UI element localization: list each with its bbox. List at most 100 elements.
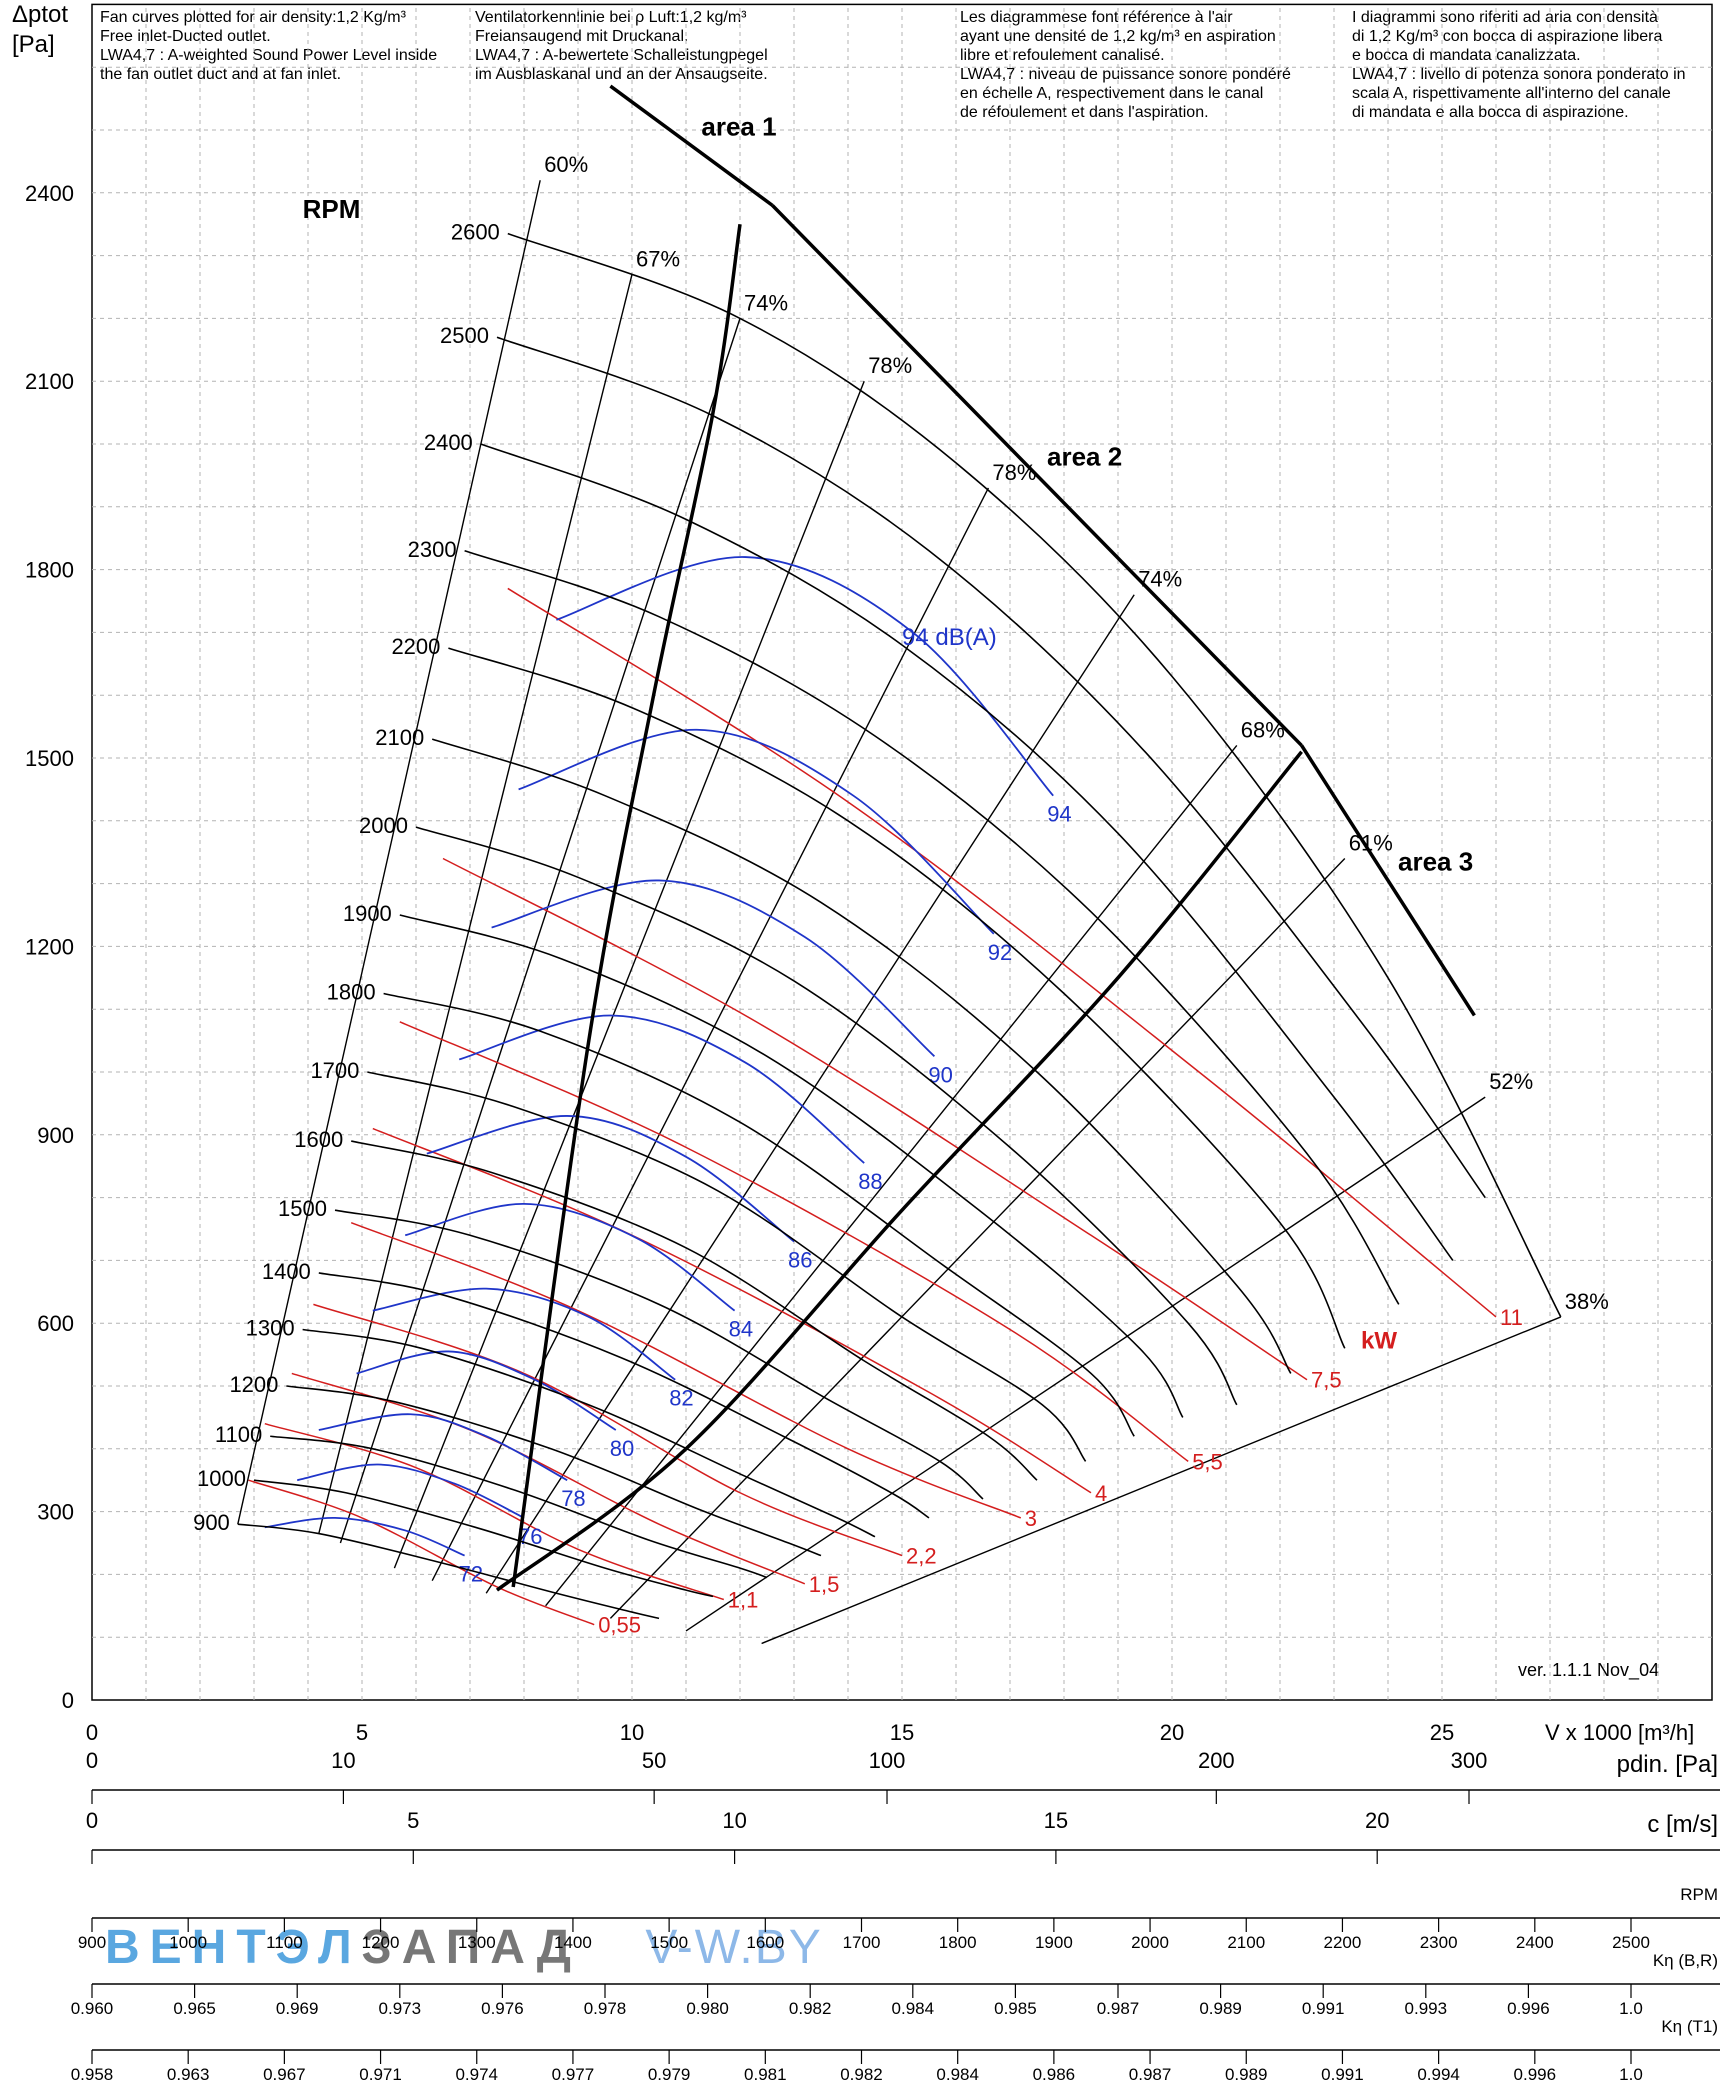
scale-tick-label: 100 [869,1748,906,1773]
scale-tick-label: 900 [78,1933,106,1952]
efficiency-label: 52% [1489,1069,1533,1094]
speed-curve [431,738,1292,1374]
power-label: 1,5 [809,1572,840,1597]
sound-level-label: 86 [788,1248,812,1273]
scale-tick-label: 5 [407,1808,419,1833]
x-tick-label: 10 [620,1720,644,1745]
sound-level-curve [491,879,936,1057]
scale-tick-label: 0.991 [1321,2065,1364,2082]
scale-tick-label: 1700 [843,1933,881,1952]
speed-label: 2200 [391,634,440,659]
scale-tick-label: 2400 [1516,1933,1554,1952]
speed-curve [448,647,1346,1349]
x-tick-label: 15 [890,1720,914,1745]
scale-tick-label: 1600 [746,1933,784,1952]
scale-tick-label: 0.985 [994,1999,1037,2018]
scale-label: Kη (T1) [1661,2017,1718,2036]
efficiency-line [237,180,541,1525]
scale-tick-label: 0.993 [1405,1999,1448,2018]
power-curve [248,1479,595,1626]
speed-curve [302,1328,876,1538]
header-note-it: I diagrammi sono riferiti ad aria con de… [1352,9,1686,121]
speed-curve [367,1071,1087,1462]
scale-label: Kη (B,R) [1653,1951,1718,1970]
sound-level-curve [297,1463,525,1519]
y-tick-label: 900 [37,1123,74,1148]
sound-level-label: 72 [459,1562,483,1587]
scale-tick-label: 1100 [266,1933,303,1952]
scale-tick-label: 0.974 [455,2065,498,2082]
area-label: area 2 [1047,441,1122,471]
scale-tick-label: 1.0 [1619,1999,1643,2018]
scale-label: RPM [1680,1885,1718,1904]
speed-label: 1400 [262,1259,311,1284]
power-curve [372,1127,1092,1494]
y-tick-label: 1500 [25,746,74,771]
speed-label: 2300 [408,537,457,562]
scale-tick-label: 0.994 [1417,2065,1460,2082]
scale-tick-label: 10 [331,1748,355,1773]
scale-tick-label: 0.973 [379,1999,422,2018]
area-arc-segment [609,84,774,207]
y-tick-label: 600 [37,1311,74,1336]
speed-curve [464,550,1400,1305]
sound-level-curve [372,1287,676,1381]
header-note-fr: Les diagrammese font référence à l'air a… [960,9,1291,121]
power-label: 7,5 [1311,1368,1342,1393]
watermark-part3: V-W.BY [645,1921,823,1974]
scale-tick-label: 20 [1365,1808,1389,1833]
speed-label: 2400 [424,430,473,455]
speed-label: 1700 [310,1058,359,1083]
speed-label: 2600 [451,220,500,245]
scale-tick-label: 0.969 [276,1999,319,2018]
y-tick-label: 1800 [25,558,74,583]
speed-curve [286,1385,822,1557]
speed-label: 1600 [294,1127,343,1152]
y-tick-label: 300 [37,1500,74,1525]
area-arc-segment [771,204,1303,747]
sound-level-curve [318,1413,568,1481]
scale-tick-label: 0.996 [1507,1999,1550,2018]
sound-level-curve [458,1014,865,1164]
efficiency-line [545,745,1238,1607]
y-tick-label: 2100 [25,369,74,394]
scale-tick-label: 0.981 [744,2065,787,2082]
efficiency-label: 78% [868,353,912,378]
x-tick-label: 20 [1160,1720,1184,1745]
scale-tick-label: 0.987 [1129,2065,1172,2082]
efficiency-line [761,1316,1562,1645]
scale-tick-label: 1200 [362,1933,400,1952]
area-boundary [495,750,1303,1592]
speed-curve [399,914,1184,1418]
scale-tick-label: 2000 [1131,1933,1169,1952]
x-tick-label: 5 [356,1720,368,1745]
speed-label: 2000 [359,813,408,838]
scale-tick-label: 0.979 [648,2065,691,2082]
sound-level-curve [404,1202,736,1312]
sound-level-curve [518,728,995,935]
power-label: 4 [1095,1481,1107,1506]
scale-tick-label: 300 [1451,1748,1488,1773]
scale-tick-label: 0.971 [359,2065,402,2082]
power-curve [313,1303,903,1557]
efficiency-line [339,318,741,1544]
efficiency-label: 38% [1565,1289,1609,1314]
scale-tick-label: 15 [1044,1808,1068,1833]
efficiency-line [393,380,865,1569]
speed-label: 900 [193,1510,230,1535]
scale-tick-label: 0 [86,1748,98,1773]
speed-curve [351,1140,1038,1481]
speed-curve [383,992,1135,1437]
power-label: 1,1 [728,1588,759,1613]
efficiency-label: 78% [992,460,1036,485]
version-label: ver. 1.1.1 Nov_04 [1518,1660,1660,1680]
scale-tick-label: 0.987 [1097,1999,1140,2018]
y-tick-label: 2400 [25,181,74,206]
scale-label: c [m/s] [1647,1811,1718,1838]
scale-tick-label: 0.967 [263,2065,306,2082]
scale-tick-label: 2100 [1227,1933,1265,1952]
scale-tick-label: 0.984 [936,2065,979,2082]
scale-tick-label: 2200 [1324,1933,1362,1952]
y-tick-label: 1200 [25,934,74,959]
sound-level-curve [264,1516,465,1557]
